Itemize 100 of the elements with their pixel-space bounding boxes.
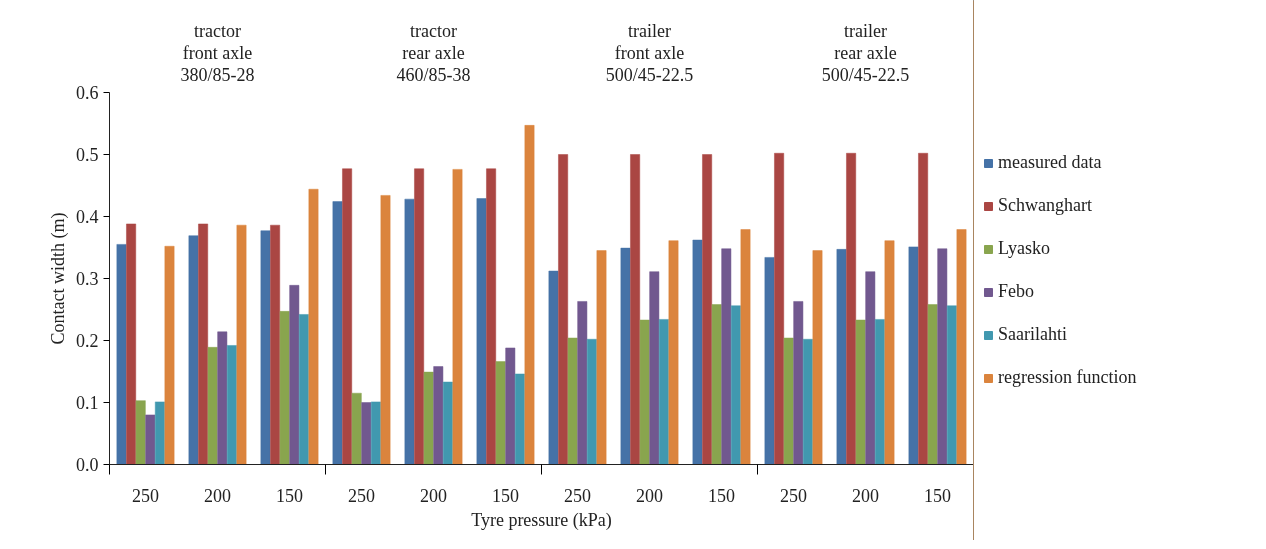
bar — [135, 400, 146, 465]
legend-label: Febo — [998, 281, 1034, 302]
bar — [558, 154, 569, 465]
y-tick-label: 0.2 — [76, 331, 99, 351]
bar — [452, 169, 463, 465]
bar — [764, 257, 775, 465]
bar — [226, 345, 237, 465]
bar — [702, 154, 713, 465]
bar — [918, 153, 929, 465]
bar — [207, 347, 218, 465]
y-tick-label: 0.1 — [76, 393, 99, 413]
x-tick-label: 250 — [132, 485, 159, 506]
x-tick-label: 150 — [924, 485, 951, 506]
bar — [692, 239, 703, 465]
legend-label: measured data — [998, 152, 1102, 173]
bar — [342, 168, 353, 465]
bar — [711, 304, 722, 465]
x-tick-label: 250 — [348, 485, 375, 506]
bar — [370, 401, 381, 465]
bar — [855, 319, 866, 465]
bar — [270, 224, 281, 465]
bar — [567, 337, 578, 465]
bar — [596, 250, 607, 465]
text: tractor rear axle 460/85-38 — [396, 20, 471, 85]
bar — [298, 314, 309, 465]
bar — [414, 168, 425, 465]
bar — [937, 248, 948, 465]
bar — [433, 366, 444, 465]
y-tick-label: 0.5 — [76, 145, 99, 165]
bar — [668, 240, 679, 465]
bar — [846, 153, 857, 465]
bar — [836, 249, 847, 465]
y-tick-label: 0.6 — [76, 83, 99, 103]
bar — [730, 305, 741, 465]
y-tick-label: 0.4 — [76, 207, 99, 227]
bar — [865, 271, 876, 465]
x-tick-label: 250 — [564, 485, 591, 506]
bar — [486, 168, 497, 465]
legend-label: Lyasko — [998, 238, 1050, 259]
y-tick-label: 0.3 — [76, 269, 99, 289]
bar — [116, 244, 127, 465]
bar — [505, 347, 516, 465]
bar — [630, 154, 641, 465]
bar — [802, 339, 813, 465]
bar — [812, 250, 823, 465]
bar — [577, 301, 588, 465]
x-tick-label: 150 — [492, 485, 519, 506]
bar — [361, 402, 372, 465]
y-tick-label: 0.0 — [76, 455, 99, 475]
x-tick-label: 200 — [852, 485, 879, 506]
bar — [260, 230, 271, 465]
legend-label: regression function — [998, 367, 1137, 388]
bar — [198, 223, 209, 465]
x-tick-label: 150 — [276, 485, 303, 506]
bar — [874, 319, 885, 465]
bar — [404, 198, 415, 465]
bar — [639, 319, 650, 465]
text: tractor front axle 380/85-28 — [180, 20, 255, 85]
x-tick-label: 250 — [780, 485, 807, 506]
bar — [721, 248, 732, 465]
bar — [548, 270, 559, 465]
bar — [236, 224, 247, 465]
x-tick-label: 200 — [204, 485, 231, 506]
bar — [524, 125, 535, 465]
bar — [884, 240, 895, 465]
bar — [476, 198, 487, 465]
bar — [423, 371, 434, 465]
bar — [740, 229, 751, 465]
bar — [217, 331, 228, 465]
bar — [351, 392, 362, 465]
bar — [126, 223, 137, 465]
bar — [332, 201, 343, 465]
bar — [154, 401, 165, 465]
text: trailer rear axle 500/45-22.5 — [821, 20, 910, 85]
bar — [442, 381, 453, 465]
x-tick-label: 150 — [708, 485, 735, 506]
legend-label: Saarilahti — [998, 324, 1067, 345]
bar — [188, 235, 199, 465]
bar — [956, 229, 967, 465]
bar — [495, 361, 506, 465]
bar — [649, 271, 660, 465]
bar — [793, 301, 804, 465]
x-axis-title: Tyre pressure (kPa) — [471, 509, 612, 531]
bar — [927, 304, 938, 465]
x-tick-label: 200 — [420, 485, 447, 506]
y-axis-title: Contact width (m) — [48, 212, 69, 345]
bar — [279, 311, 290, 465]
bar — [783, 337, 794, 465]
bar — [774, 153, 785, 465]
bar — [289, 285, 300, 465]
x-tick-label: 200 — [636, 485, 663, 506]
bar — [164, 246, 175, 465]
text: trailer front axle 500/45-22.5 — [605, 20, 694, 85]
bar — [586, 339, 597, 465]
bar — [908, 246, 919, 465]
bar — [380, 195, 391, 465]
bar — [514, 373, 525, 465]
bar — [620, 247, 631, 465]
legend-label: Schwanghart — [998, 195, 1092, 216]
bar — [946, 305, 957, 465]
